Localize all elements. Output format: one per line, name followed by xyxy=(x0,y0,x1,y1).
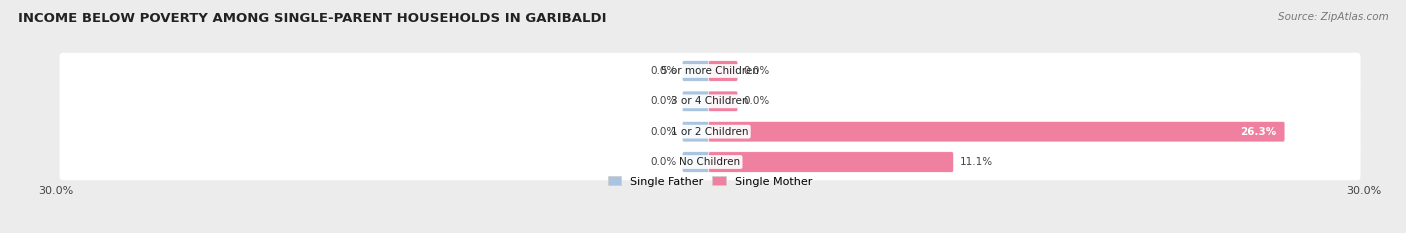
FancyBboxPatch shape xyxy=(709,61,738,81)
Text: 0.0%: 0.0% xyxy=(744,66,770,76)
Text: 0.0%: 0.0% xyxy=(650,127,676,137)
FancyBboxPatch shape xyxy=(59,83,1361,120)
Text: 11.1%: 11.1% xyxy=(959,157,993,167)
FancyBboxPatch shape xyxy=(709,121,1285,142)
Text: 0.0%: 0.0% xyxy=(650,157,676,167)
Text: 5 or more Children: 5 or more Children xyxy=(661,66,759,76)
Text: 0.0%: 0.0% xyxy=(744,96,770,106)
Text: 0.0%: 0.0% xyxy=(650,66,676,76)
Text: 26.3%: 26.3% xyxy=(1240,127,1277,137)
Text: 1 or 2 Children: 1 or 2 Children xyxy=(671,127,749,137)
FancyBboxPatch shape xyxy=(682,61,711,81)
Text: 0.0%: 0.0% xyxy=(650,96,676,106)
FancyBboxPatch shape xyxy=(682,121,711,142)
Text: No Children: No Children xyxy=(679,157,741,167)
Text: Source: ZipAtlas.com: Source: ZipAtlas.com xyxy=(1278,12,1389,22)
FancyBboxPatch shape xyxy=(59,53,1361,89)
FancyBboxPatch shape xyxy=(59,113,1361,150)
FancyBboxPatch shape xyxy=(682,91,711,112)
FancyBboxPatch shape xyxy=(59,144,1361,180)
FancyBboxPatch shape xyxy=(709,91,738,112)
Text: 3 or 4 Children: 3 or 4 Children xyxy=(671,96,749,106)
Text: INCOME BELOW POVERTY AMONG SINGLE-PARENT HOUSEHOLDS IN GARIBALDI: INCOME BELOW POVERTY AMONG SINGLE-PARENT… xyxy=(18,12,607,25)
FancyBboxPatch shape xyxy=(682,152,711,172)
Legend: Single Father, Single Mother: Single Father, Single Mother xyxy=(607,176,813,187)
FancyBboxPatch shape xyxy=(709,152,953,172)
